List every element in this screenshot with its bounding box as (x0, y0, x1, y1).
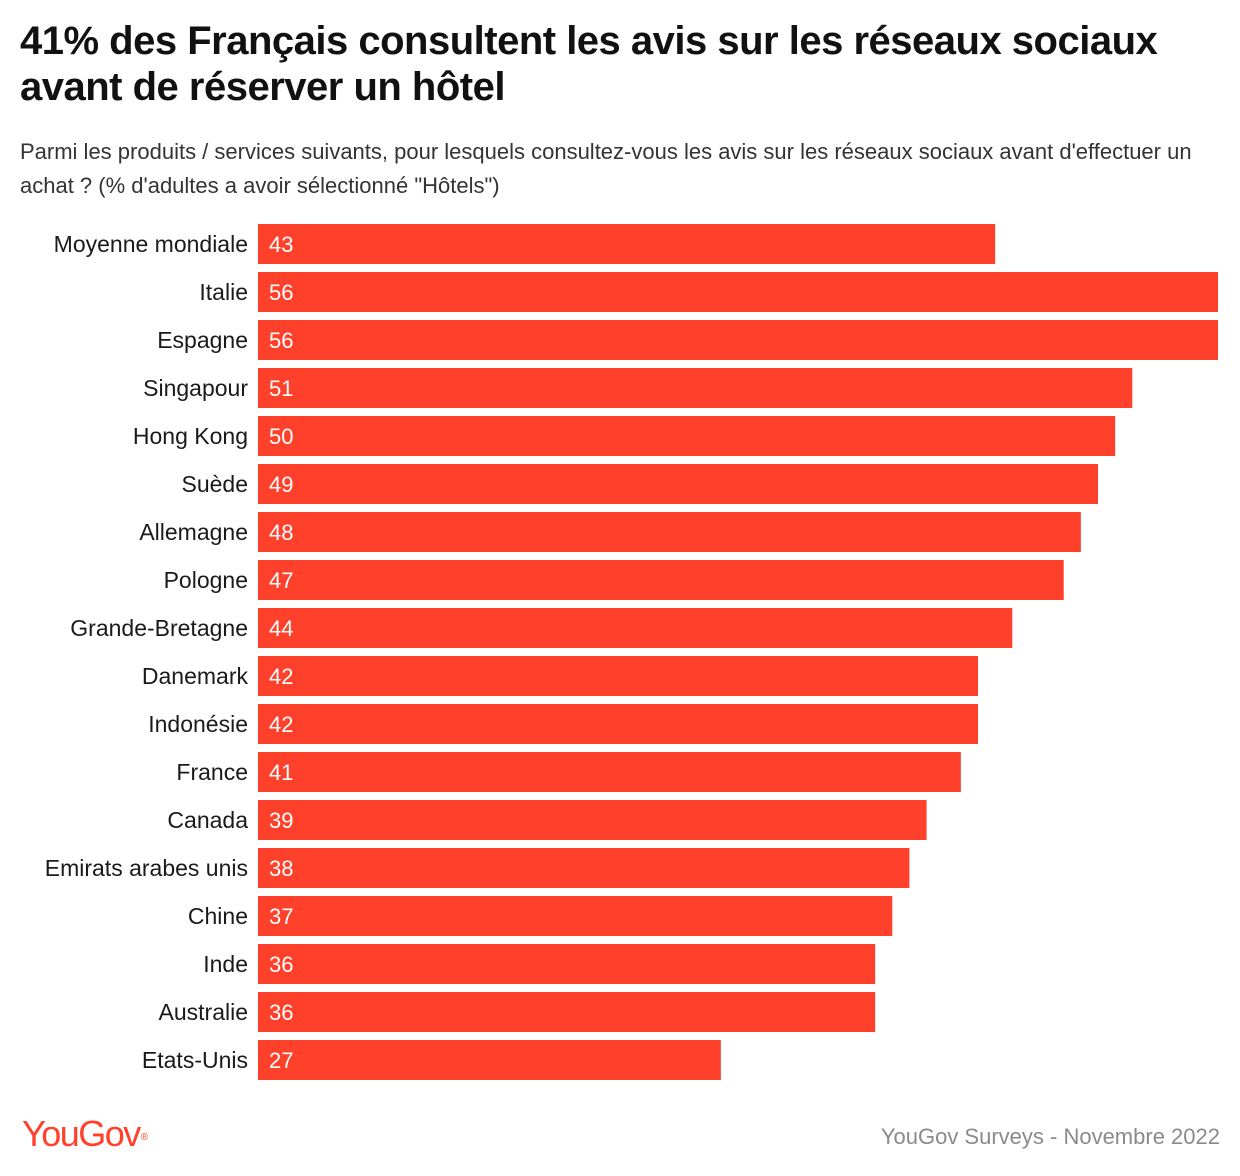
data-label: 42 (269, 664, 293, 689)
data-label: 44 (269, 616, 293, 641)
bar-row: Allemagne 48 (139, 512, 1081, 552)
category-label: Chine (188, 903, 248, 929)
yougov-logo: YouGov® (22, 1112, 149, 1156)
bar-row: France 41 (176, 752, 961, 792)
bar (258, 224, 996, 264)
bar (258, 512, 1081, 552)
bar (258, 368, 1133, 408)
category-label: Inde (203, 951, 248, 977)
registered-mark: ® (140, 1132, 149, 1143)
bar-row: Italie 56 (199, 272, 1218, 312)
bar-row: Singapour 51 (143, 368, 1133, 408)
data-label: 39 (269, 808, 293, 833)
bar-chart: Moyenne mondiale 43 Italie 56 Espagne 56 Singa… (45, 224, 1218, 1080)
data-label: 42 (269, 712, 293, 737)
bar-row: Canada 39 (167, 800, 927, 840)
data-label: 48 (269, 520, 293, 545)
category-label: Italie (199, 279, 248, 305)
yougov-logo-text: YouGov (22, 1113, 141, 1154)
category-label: Hong Kong (133, 423, 248, 449)
data-label: 27 (269, 1048, 293, 1073)
bar (258, 464, 1098, 504)
category-label: Allemagne (139, 519, 248, 545)
bar-row: Moyenne mondiale 43 (54, 224, 996, 264)
bar (258, 896, 893, 936)
bar (258, 848, 910, 888)
data-label: 47 (269, 568, 293, 593)
data-label: 43 (269, 232, 293, 257)
category-label: Grande-Bretagne (70, 615, 248, 641)
category-label: Australie (159, 999, 248, 1025)
bar-row: Inde 36 (203, 944, 876, 984)
bar (258, 656, 978, 696)
category-label: Emirats arabes unis (45, 855, 248, 881)
bar (258, 560, 1064, 600)
category-label: Canada (167, 807, 248, 833)
category-label: Etats-Unis (142, 1047, 248, 1073)
bar (258, 416, 1116, 456)
bar-row: Chine 37 (188, 896, 893, 936)
bar-row: Grande-Bretagne 44 (70, 608, 1013, 648)
bar (258, 800, 927, 840)
category-label: Espagne (157, 327, 248, 353)
bar-row: Hong Kong 50 (133, 416, 1116, 456)
bar-row: Indonésie 42 (148, 704, 978, 744)
chart-subtitle: Parmi les produits / services suivants, … (20, 139, 1192, 198)
bar (258, 608, 1013, 648)
bar (258, 992, 876, 1032)
bar-row: Emirats arabes unis 38 (45, 848, 910, 888)
data-label: 56 (269, 328, 293, 353)
bar-row: Espagne 56 (157, 320, 1218, 360)
bar-row: Suède 49 (181, 464, 1098, 504)
bar (258, 320, 1218, 360)
category-label: Singapour (143, 375, 248, 401)
bar (258, 272, 1218, 312)
category-label: Moyenne mondiale (54, 231, 248, 257)
data-label: 56 (269, 280, 293, 305)
data-label: 49 (269, 472, 293, 497)
bar (258, 1040, 721, 1080)
category-label: France (176, 759, 248, 785)
bar-row: Etats-Unis 27 (142, 1040, 721, 1080)
bar (258, 944, 876, 984)
data-label: 51 (269, 376, 293, 401)
source-note: YouGov Surveys - Novembre 2022 (880, 1124, 1220, 1149)
bar-row: Pologne 47 (164, 560, 1064, 600)
data-label: 36 (269, 1000, 293, 1025)
category-label: Suède (181, 471, 248, 497)
category-label: Danemark (142, 663, 249, 689)
category-label: Indonésie (148, 711, 248, 737)
data-label: 50 (269, 424, 293, 449)
bar-row: Danemark 42 (142, 656, 978, 696)
bar-row: Australie 36 (159, 992, 876, 1032)
data-label: 36 (269, 952, 293, 977)
data-label: 41 (269, 760, 293, 785)
bar (258, 752, 961, 792)
data-label: 37 (269, 904, 293, 929)
chart-title: 41% des Français consultent les avis sur… (20, 19, 1158, 109)
bar (258, 704, 978, 744)
category-label: Pologne (164, 567, 248, 593)
data-label: 38 (269, 856, 293, 881)
